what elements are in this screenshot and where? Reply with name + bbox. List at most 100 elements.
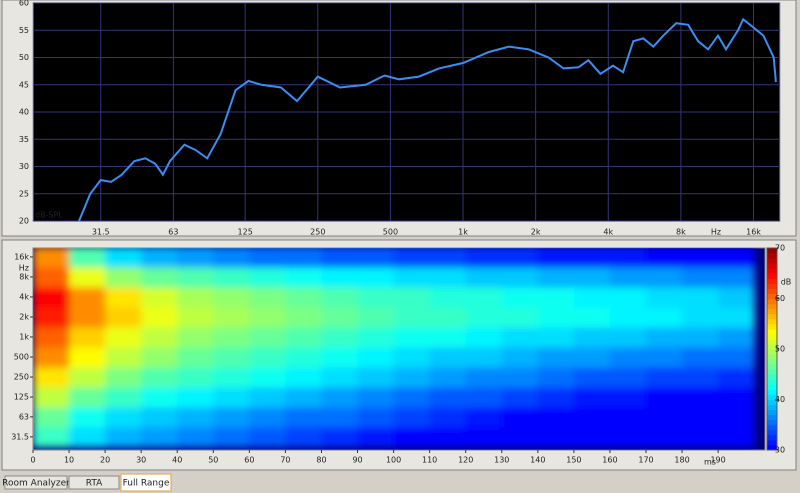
y-tick-label: 125 bbox=[14, 393, 29, 402]
heat-cell bbox=[393, 306, 431, 328]
colorbar-step bbox=[767, 298, 777, 305]
x-tick-label: 110 bbox=[422, 456, 437, 465]
colorbar-step bbox=[767, 374, 777, 380]
heat-cell bbox=[393, 406, 431, 428]
heat-cell bbox=[646, 248, 683, 268]
heat-cell bbox=[249, 406, 286, 428]
x-tick-label: 125 bbox=[238, 228, 253, 237]
heat-cell bbox=[213, 266, 250, 288]
heat-cell bbox=[537, 347, 575, 368]
heat-cell bbox=[357, 327, 395, 348]
heat-cell bbox=[429, 347, 467, 368]
heat-cell bbox=[321, 266, 359, 288]
x-tick-label: 190 bbox=[710, 456, 725, 465]
colorbar-step bbox=[767, 439, 777, 446]
heat-cell bbox=[501, 327, 539, 348]
colorbar-step bbox=[767, 389, 777, 395]
colorbar-step bbox=[767, 369, 777, 375]
y-tick-label: 250 bbox=[14, 373, 29, 382]
heat-cell bbox=[177, 327, 214, 348]
heat-cell bbox=[69, 266, 106, 288]
heat-cell bbox=[465, 327, 503, 348]
tab[interactable]: Full Range bbox=[120, 473, 172, 492]
heat-cell bbox=[249, 367, 286, 388]
heat-cell bbox=[682, 406, 719, 428]
heat-cell bbox=[609, 306, 647, 328]
heat-cell bbox=[69, 347, 106, 368]
colorbar-label: 70 bbox=[775, 244, 785, 253]
heat-cell bbox=[718, 327, 755, 348]
colorbar-step bbox=[767, 419, 777, 426]
heat-cell bbox=[609, 286, 647, 308]
heat-cell bbox=[357, 387, 395, 408]
heat-cell bbox=[646, 306, 683, 328]
heat-cell bbox=[213, 248, 250, 268]
heat-cell bbox=[141, 347, 178, 368]
tab[interactable]: Room Analyzer bbox=[2, 475, 70, 490]
x-tick-label: 150 bbox=[566, 456, 581, 465]
heat-cell bbox=[501, 266, 539, 288]
heat-cell bbox=[429, 406, 467, 428]
heat-cell bbox=[682, 248, 719, 268]
heat-cell bbox=[501, 406, 539, 428]
heat-cell bbox=[682, 306, 719, 328]
colorbar-step bbox=[767, 258, 777, 264]
heat-cell bbox=[465, 306, 503, 328]
colorbar-step bbox=[767, 409, 777, 416]
tab[interactable]: RTA bbox=[68, 475, 120, 490]
heat-cell bbox=[357, 367, 395, 388]
heat-cell bbox=[105, 347, 142, 368]
heat-cell bbox=[33, 367, 70, 388]
heat-cell bbox=[718, 286, 755, 308]
heat-cell bbox=[285, 306, 322, 328]
heat-cell bbox=[357, 406, 395, 428]
heat-cell bbox=[69, 367, 106, 388]
heat-cell bbox=[609, 426, 647, 448]
heat-cell bbox=[141, 248, 178, 268]
heat-cell bbox=[501, 248, 539, 268]
heat-cell bbox=[537, 248, 575, 268]
tab-label: Room Analyzer bbox=[2, 479, 70, 489]
heat-cell bbox=[285, 406, 322, 428]
heat-cell bbox=[357, 248, 395, 268]
heat-cell bbox=[285, 367, 322, 388]
heat-cell bbox=[501, 426, 539, 448]
x-tick-label: 31.5 bbox=[92, 228, 110, 237]
x-tick-label: 130 bbox=[494, 456, 509, 465]
x-tick-label: 120 bbox=[458, 456, 473, 465]
colorbar-step bbox=[767, 434, 777, 441]
heat-cell bbox=[646, 347, 683, 368]
heat-cell bbox=[105, 406, 142, 428]
colorbar-step bbox=[767, 293, 777, 299]
y-tick-label: 31.5 bbox=[11, 432, 29, 441]
heat-cell bbox=[393, 266, 431, 288]
heat-cell bbox=[321, 367, 359, 388]
x-tick-label: 0 bbox=[30, 456, 35, 465]
heat-cell bbox=[393, 286, 431, 308]
heat-cell bbox=[393, 327, 431, 348]
tab-bg bbox=[68, 475, 120, 490]
tab-label: RTA bbox=[86, 479, 103, 489]
heat-cell bbox=[537, 367, 575, 388]
tab-label: Full Range bbox=[123, 479, 170, 489]
x-tick-label: 40 bbox=[172, 456, 182, 465]
x-unit-label: ms bbox=[704, 458, 716, 467]
heat-cell bbox=[573, 327, 611, 348]
heatmap-inner bbox=[33, 248, 755, 448]
heat-cell bbox=[141, 327, 178, 348]
heat-cell bbox=[609, 248, 647, 268]
heat-cell bbox=[249, 426, 286, 448]
x-tick-label: 160 bbox=[602, 456, 617, 465]
heat-cell bbox=[537, 306, 575, 328]
colorbar-step bbox=[767, 268, 777, 274]
heat-cell bbox=[105, 248, 142, 268]
heat-cell bbox=[141, 286, 178, 308]
heat-cell bbox=[465, 286, 503, 308]
y-tick-label: 1k bbox=[19, 333, 29, 342]
x-tick-label: 50 bbox=[208, 456, 218, 465]
y-tick-label: 40 bbox=[19, 108, 29, 117]
x-tick-label: 20 bbox=[100, 456, 110, 465]
heat-cell bbox=[429, 367, 467, 388]
heat-cell bbox=[213, 367, 250, 388]
heat-cell bbox=[321, 387, 359, 408]
